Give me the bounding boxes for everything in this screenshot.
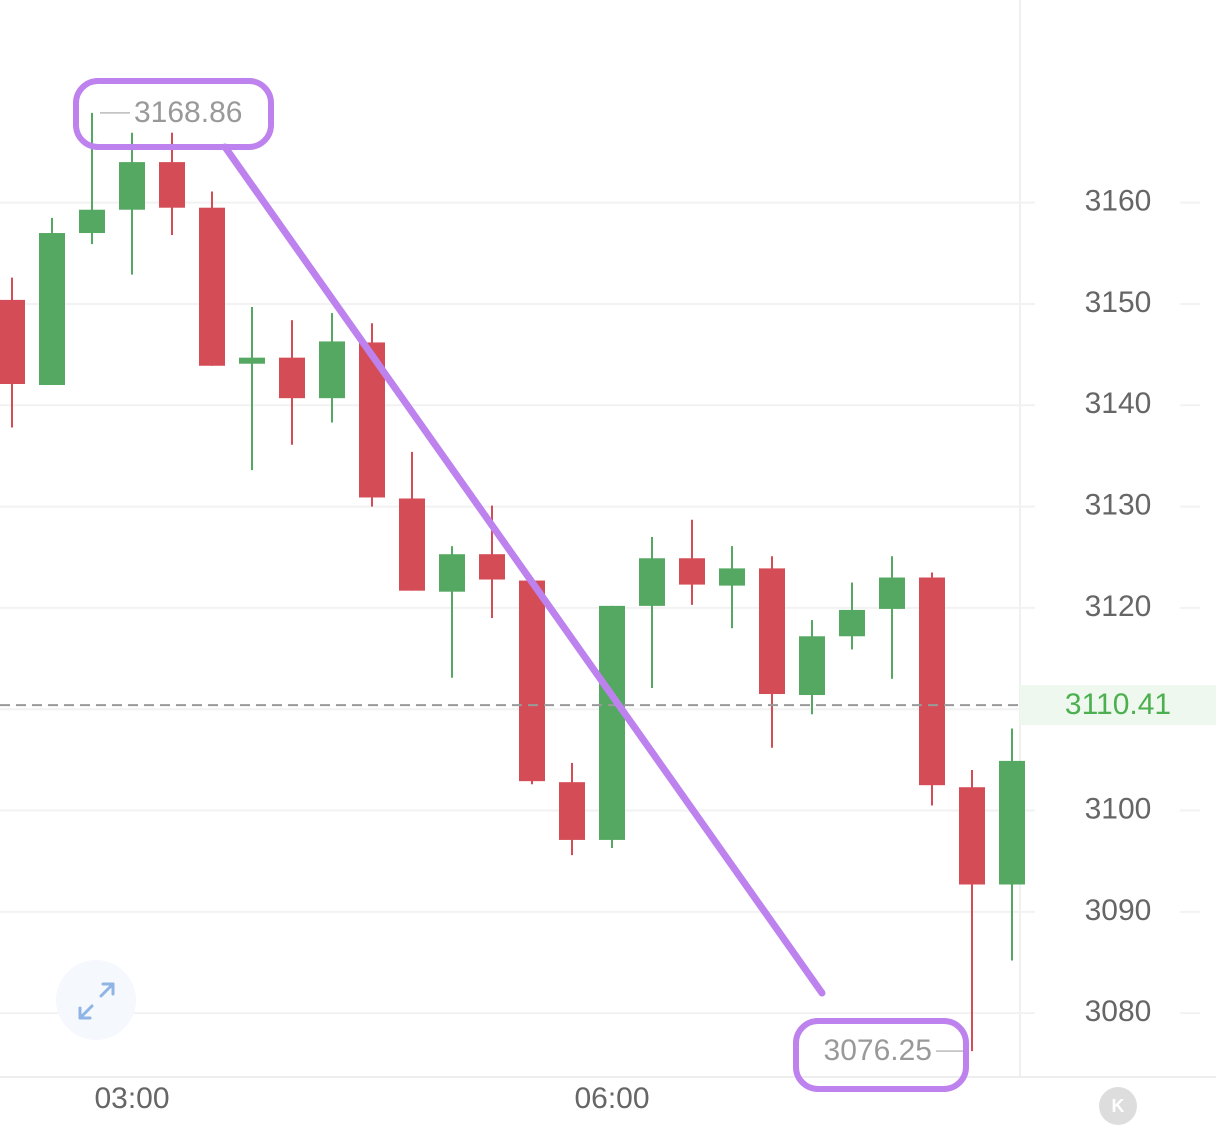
y-tick-label: 3130 <box>1085 489 1152 522</box>
candle-body <box>239 357 265 364</box>
y-tick-label: 3140 <box>1085 387 1152 420</box>
candle-body <box>319 341 345 399</box>
candle-body <box>159 162 185 208</box>
candle-body <box>919 577 945 786</box>
low-highlight <box>793 1018 969 1092</box>
trend-annotation <box>221 143 826 997</box>
candle-body <box>639 558 665 606</box>
candle-body <box>839 609 865 637</box>
k-button[interactable] <box>1099 1087 1137 1125</box>
candle-body <box>679 558 705 585</box>
y-tick-label: 3100 <box>1085 792 1152 825</box>
candle-body <box>559 782 585 840</box>
candle-body <box>519 580 545 782</box>
candle-body <box>599 605 625 840</box>
candle-body <box>79 209 105 234</box>
expand-icon <box>78 982 115 1020</box>
candle-body <box>759 568 785 695</box>
y-tick-label: 3150 <box>1085 286 1152 319</box>
candle-body <box>799 636 825 696</box>
y-tick-label: 3160 <box>1085 185 1152 218</box>
low-label: 3076.25 <box>824 1034 932 1067</box>
y-tick-label: 3120 <box>1085 590 1152 623</box>
y-tick-label: 3090 <box>1085 894 1152 927</box>
high-label: 3168.86 <box>134 96 242 129</box>
last-price-label: 3110.41 <box>1065 688 1171 721</box>
y-tick-label: 3080 <box>1085 995 1152 1028</box>
last-price-box <box>1020 685 1216 726</box>
expand-button[interactable] <box>56 960 136 1040</box>
candle-body <box>39 233 65 386</box>
candle-body <box>0 299 25 384</box>
candle-body <box>399 498 425 591</box>
candle-body <box>119 162 145 210</box>
candle-body <box>879 577 905 609</box>
candle-body <box>719 568 745 586</box>
candle-body <box>199 207 225 366</box>
k-icon: K <box>1112 1096 1125 1116</box>
x-tick-label: 03:00 <box>94 1082 169 1115</box>
candle-body <box>999 760 1025 885</box>
candle-body <box>479 554 505 580</box>
candle-body <box>439 554 465 592</box>
candle-body <box>279 357 305 399</box>
high-highlight <box>73 78 274 150</box>
candle-body <box>959 787 985 885</box>
x-tick-label: 06:00 <box>574 1082 649 1115</box>
